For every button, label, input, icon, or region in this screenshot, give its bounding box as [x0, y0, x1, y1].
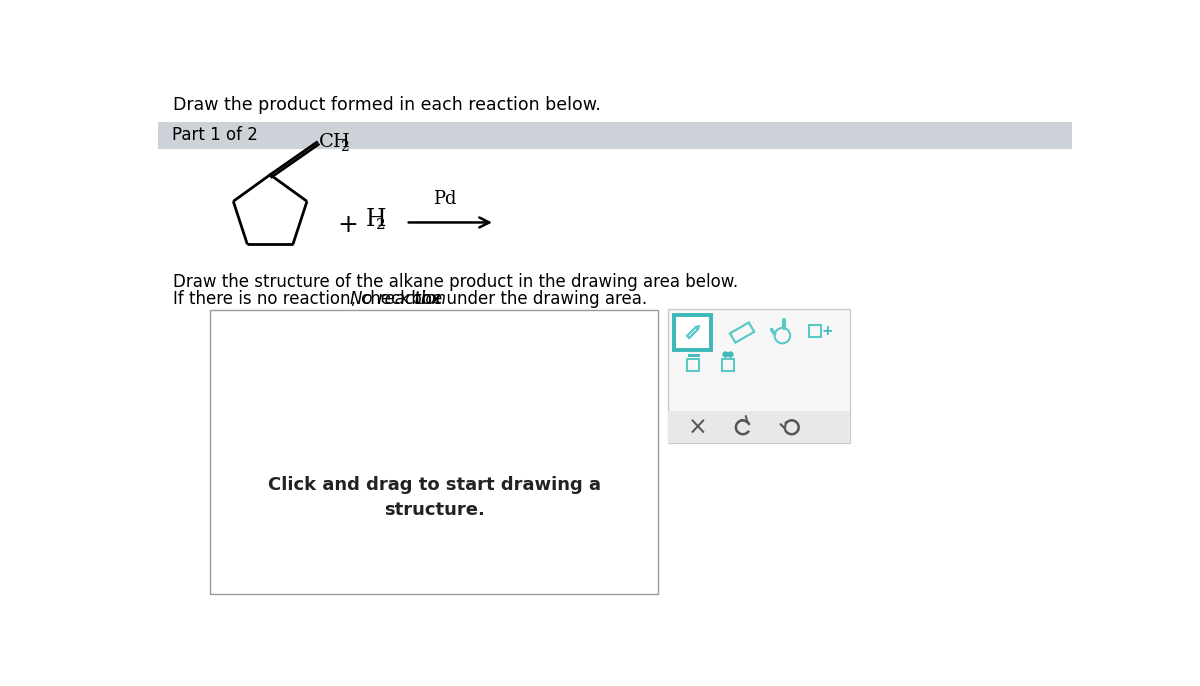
Text: Pd: Pd [433, 190, 456, 208]
Text: 2: 2 [376, 217, 385, 232]
Text: 2: 2 [340, 140, 349, 154]
Text: CH: CH [319, 132, 350, 151]
Bar [809, 325, 821, 338]
Bar [688, 359, 700, 371]
Bar [667, 309, 850, 443]
Bar [210, 310, 659, 593]
Text: Draw the product formed in each reaction below.: Draw the product formed in each reaction… [173, 96, 601, 114]
Text: +: + [822, 324, 834, 338]
Text: If there is no reaction, check the: If there is no reaction, check the [173, 290, 448, 308]
Bar [667, 411, 850, 443]
Text: +: + [337, 213, 358, 237]
Bar [722, 359, 734, 371]
Text: box under the drawing area.: box under the drawing area. [406, 290, 647, 308]
Text: Part 1 of 2: Part 1 of 2 [172, 126, 258, 145]
Text: H: H [366, 208, 386, 231]
Text: Draw the structure of the alkane product in the drawing area below.: Draw the structure of the alkane product… [173, 273, 738, 292]
Bar [157, 122, 1073, 149]
Text: ×: × [688, 415, 707, 439]
Bar [674, 315, 712, 351]
Text: No reaction: No reaction [350, 290, 446, 308]
Text: Click and drag to start drawing a
structure.: Click and drag to start drawing a struct… [268, 476, 601, 519]
